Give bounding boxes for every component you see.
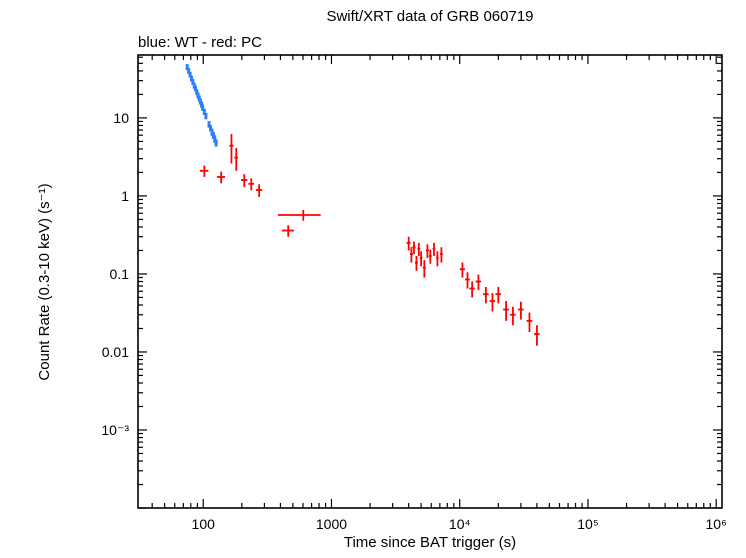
- y-tick-label: 0.01: [102, 344, 129, 360]
- y-tick-label: 10⁻³: [101, 422, 129, 438]
- chart-title: Swift/XRT data of GRB 060719: [326, 8, 534, 25]
- y-tick-labels: 10⁻³ 0.01 0.1 1 10: [101, 110, 129, 438]
- x-tick-label: 100: [192, 516, 216, 532]
- mode-legend: blue: WT - red: PC: [138, 34, 262, 51]
- series-WT: [185, 64, 218, 147]
- y-tick-label: 1: [121, 188, 129, 204]
- y-tick-label: 10: [113, 110, 129, 126]
- x-tick-label: 10⁵: [577, 516, 598, 532]
- x-axis-label: Time since BAT trigger (s): [343, 534, 517, 551]
- x-tick-label: 10⁴: [449, 516, 471, 532]
- series-PC: [199, 134, 540, 346]
- x-tick-label: 1000: [316, 516, 347, 532]
- x-tick-labels: 100 1000 10⁴ 10⁵ 10⁶: [192, 516, 727, 532]
- plot-frame: [137, 54, 723, 509]
- axis-ticks: [138, 55, 722, 509]
- y-tick-label: 0.1: [110, 266, 130, 282]
- x-tick-label: 10⁶: [706, 516, 727, 532]
